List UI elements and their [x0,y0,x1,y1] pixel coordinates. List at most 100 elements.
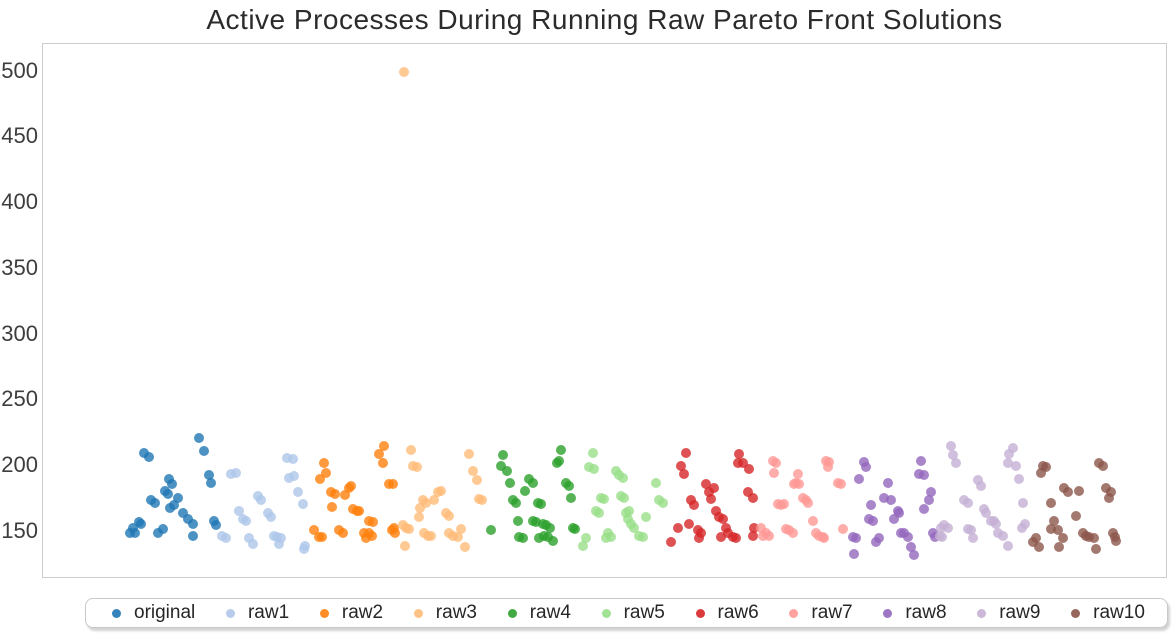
scatter-point-raw5 [594,508,605,519]
scatter-point-raw4 [496,460,507,471]
scatter-point-raw7 [808,516,819,527]
y-tick-label: 450 [1,123,38,149]
scatter-point-original [187,530,198,541]
scatter-point-raw2 [378,441,389,452]
scatter-point-raw4 [570,524,581,535]
scatter-point-raw10 [1040,462,1051,473]
y-tick-label: 400 [1,189,38,215]
scatter-point-raw6 [747,492,758,503]
scatter-point-raw4 [565,492,576,503]
scatter-point-raw6 [683,518,694,529]
scatter-point-raw5 [617,472,628,483]
legend: original raw1 raw2 raw3 raw4 raw5 raw6 raw7 raw8… [85,598,1168,628]
scatter-point-raw6 [716,531,727,542]
scatter-point-raw7 [792,468,803,479]
scatter-point-raw1 [240,516,251,527]
scatter-point-raw8 [854,474,865,485]
legend-item-raw10: raw10 [1071,602,1145,624]
y-tick-label: 250 [1,386,38,412]
scatter-point-raw7 [769,467,780,478]
scatter-point-raw10 [1046,497,1057,508]
scatter-point-raw2 [340,489,351,500]
scatter-point-raw7 [837,524,848,535]
scatter-point-raw4 [519,485,530,496]
scatter-point-raw2 [353,505,364,516]
legend-item-label: raw7 [811,602,853,623]
scatter-point-raw5 [606,531,617,542]
scatter-point-raw9 [1011,460,1022,471]
legend-marker-icon [601,608,611,618]
scatter-point-raw8 [867,516,878,527]
scatter-point-raw7 [823,457,834,467]
scatter-point-raw9 [1003,458,1014,469]
scatter-point-raw8 [885,495,896,506]
scatter-point-raw10 [1053,542,1064,553]
legend-marker-icon [695,608,705,618]
scatter-point-raw9 [967,533,978,544]
chart-title: Active Processes During Running Raw Pare… [206,4,1003,35]
scatter-point-raw6 [706,493,717,504]
scatter-point-original [183,513,194,524]
scatter-point-raw10 [1074,485,1085,496]
scatter-point-raw9 [1017,522,1028,533]
scatter-point-raw6 [709,483,719,494]
scatter-point-raw10 [1062,487,1073,498]
scatter-point-raw6 [710,505,721,516]
scatter-point-raw6 [720,522,731,533]
scatter-point-raw4 [510,497,521,508]
scatter-point-raw4 [543,531,554,542]
scatter-point-raw3 [456,524,467,535]
legend-item-label: original [134,602,196,623]
legend-marker-icon [977,608,987,618]
scatter-point-raw2 [360,533,371,544]
scatter-point-raw6 [675,460,686,471]
scatter-point-original [136,518,147,529]
scatter-point-raw1 [233,505,244,516]
scatter-point-raw9 [975,480,986,491]
scatter-point-raw3 [429,495,440,506]
scatter-point-raw4 [548,535,559,546]
scatter-point-raw4 [517,533,528,544]
scatter-point-raw4 [531,517,542,528]
scatter-point-raw10 [1105,487,1116,498]
scatter-point-raw5 [637,531,648,542]
scatter-point-raw3 [468,466,479,477]
scatter-point-original [173,492,184,503]
scatter-point-raw5 [580,533,591,544]
scatter-point-raw10 [1088,533,1099,544]
scatter-point-raw6 [743,487,754,498]
scatter-point-raw4 [544,522,555,533]
scatter-point-raw10 [1097,460,1108,471]
scatter-point-raw3 [477,495,488,506]
scatter-point-raw3 [412,462,423,473]
scatter-point-raw6 [689,500,700,511]
scatter-point-raw3 [463,449,474,460]
scatter-point-raw3 [421,497,432,508]
scatter-point-raw1 [287,454,298,465]
scatter-point-original [211,520,222,531]
legend-marker-icon [112,608,121,618]
scatter-point-raw7 [789,479,800,490]
scatter-point-raw8 [865,500,876,511]
scatter-point-raw9 [1007,442,1018,453]
scatter-point-raw2 [368,517,379,528]
scatter-point-raw10 [1049,516,1060,527]
scatter-point-original [164,474,175,485]
legend-marker-icon [319,608,329,618]
scatter-point-raw4 [486,525,497,536]
legend-item-raw9: raw9 [977,602,1040,624]
scatter-point-original [163,488,174,499]
scatter-point-raw2 [377,458,388,469]
scatter-point-original [177,508,188,519]
scatter-point-raw2 [338,527,349,538]
scatter-point-raw8 [848,549,859,560]
legend-item-raw8: raw8 [883,602,947,624]
scatter-point-raw4 [534,533,545,544]
scatter-point-original [153,527,164,538]
legend-item-raw7: raw7 [789,602,853,624]
scatter-point-raw5 [598,493,609,504]
scatter-point-raw2 [326,501,337,512]
scatter-point-raw2 [359,527,370,538]
scatter-point-raw3 [425,530,436,541]
